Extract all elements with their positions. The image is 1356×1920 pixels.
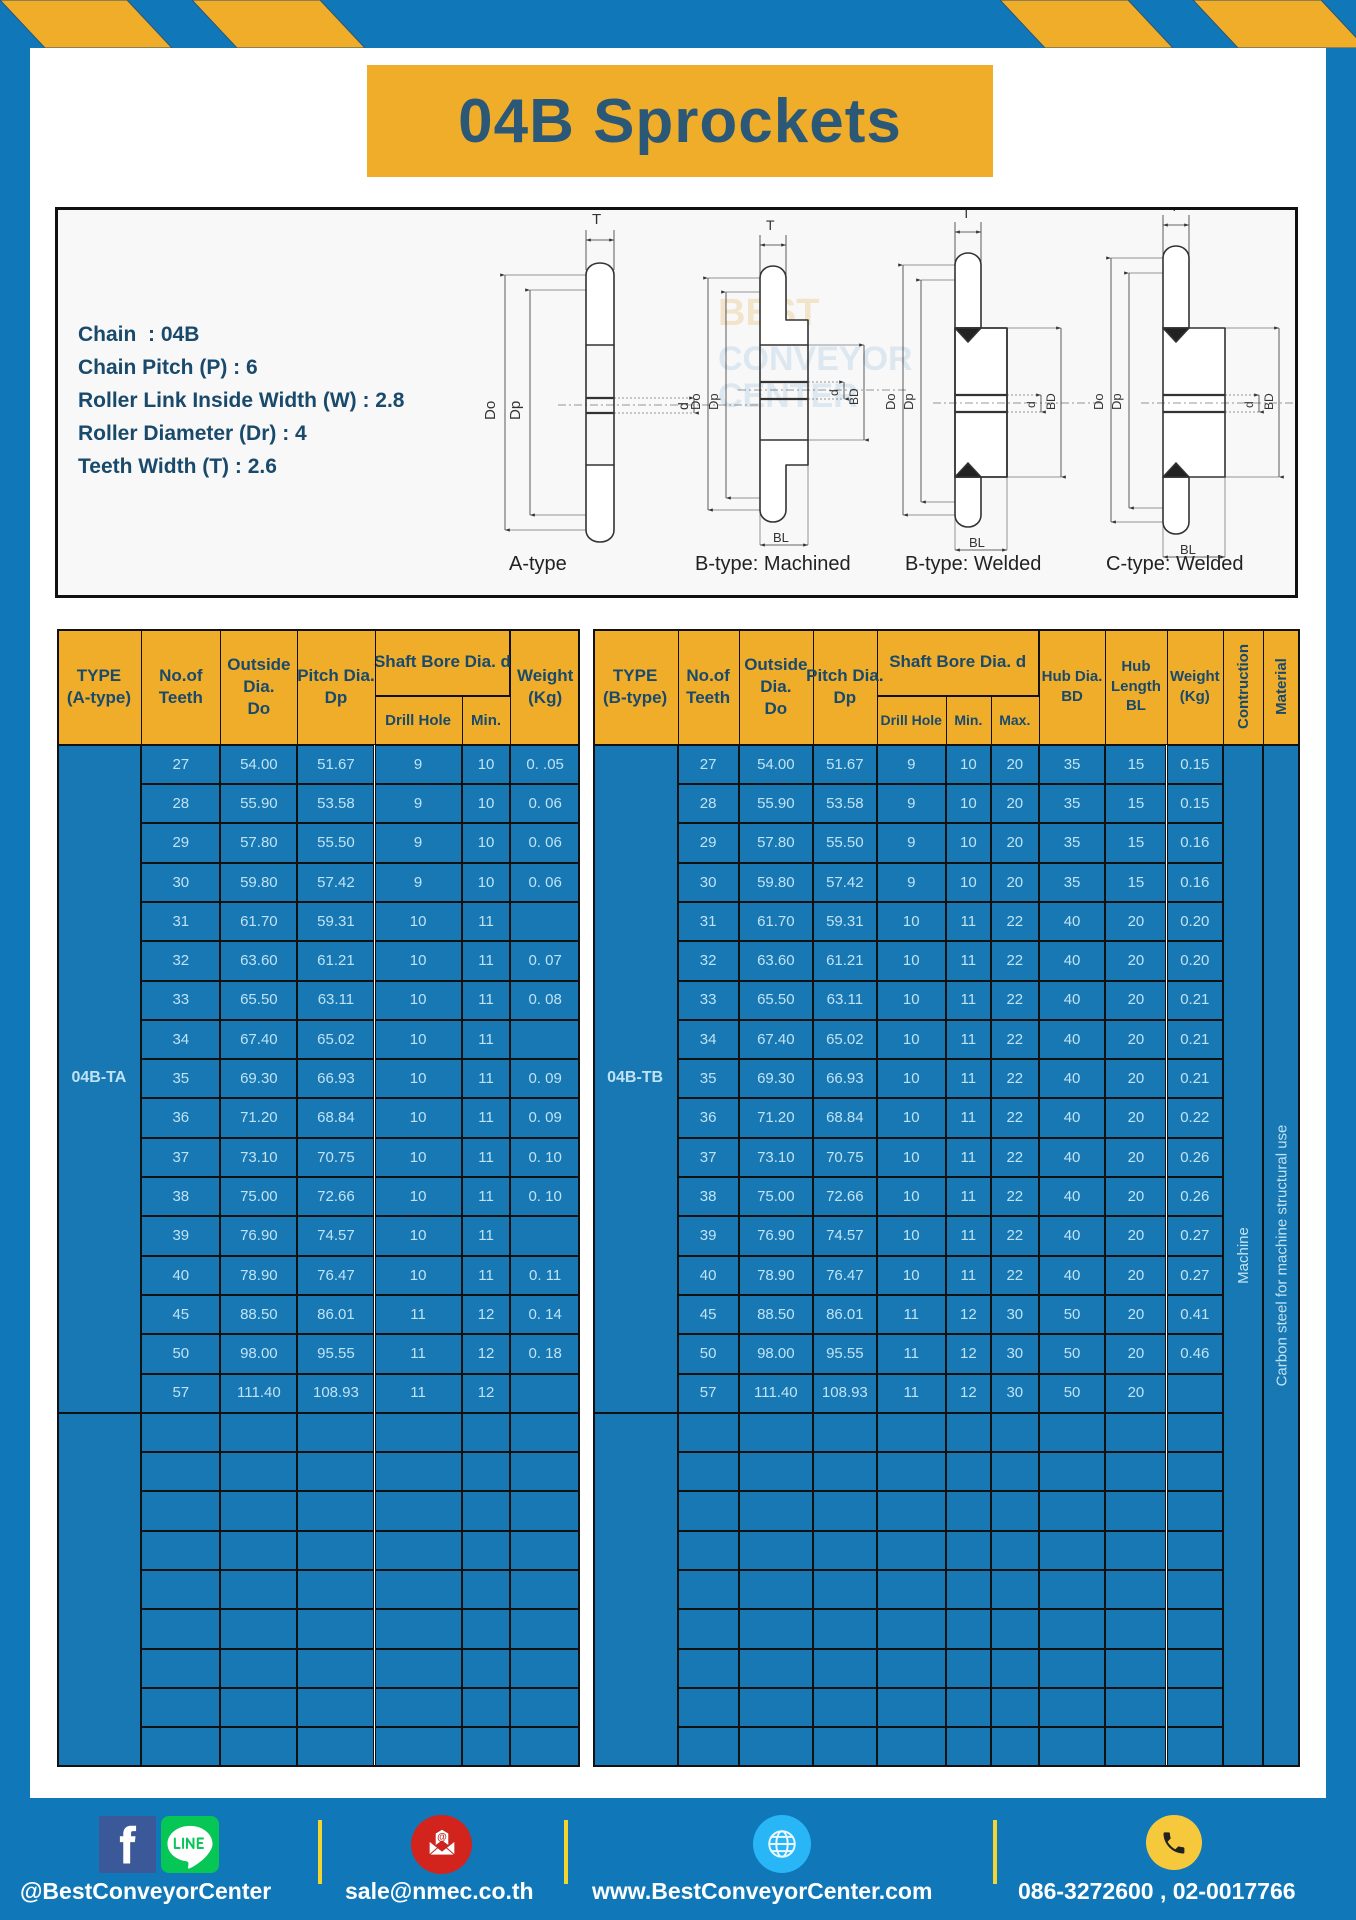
svg-text:Do: Do — [688, 393, 703, 410]
svg-text:T: T — [592, 211, 601, 228]
svg-text:BD: BD — [1044, 393, 1058, 410]
svg-text:d: d — [1024, 401, 1038, 408]
svg-text:Do: Do — [482, 401, 499, 420]
svg-text:BL: BL — [773, 530, 789, 545]
svg-text:T: T — [766, 217, 775, 233]
svg-text:Do: Do — [1091, 393, 1106, 410]
svg-text:Dp: Dp — [507, 401, 524, 420]
svg-text:BL: BL — [1180, 542, 1196, 557]
svg-text:Do: Do — [883, 393, 898, 410]
svg-text:CONVEYOR: CONVEYOR — [718, 340, 913, 378]
svg-text:@: @ — [437, 1832, 447, 1843]
svg-text:Dp: Dp — [901, 393, 916, 410]
svg-text:Dp: Dp — [1109, 393, 1124, 410]
svg-text:T: T — [962, 210, 971, 221]
svg-text:BD: BD — [847, 388, 861, 405]
svg-text:BD: BD — [1262, 393, 1276, 410]
svg-text:BL: BL — [969, 535, 985, 550]
svg-text:d: d — [1242, 401, 1256, 408]
svg-text:Dp: Dp — [706, 393, 721, 410]
svg-text:T: T — [1170, 210, 1179, 214]
svg-text:d: d — [827, 389, 841, 396]
